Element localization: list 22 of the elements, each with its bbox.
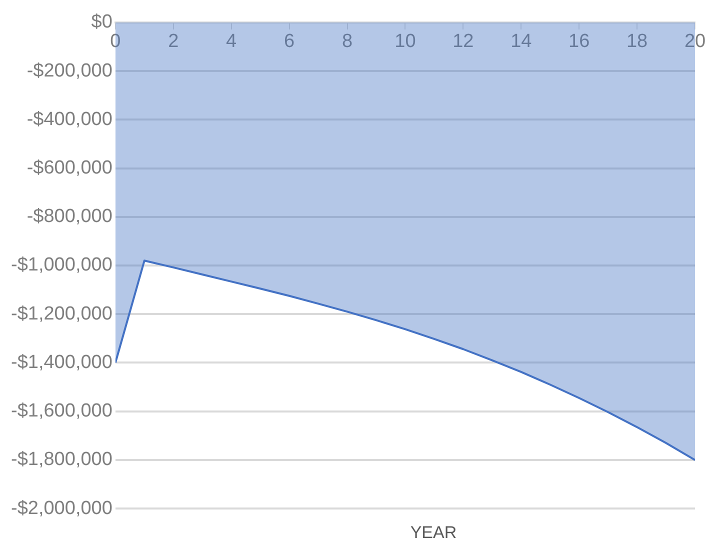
y-tick-label: -$1,600,000 — [11, 400, 112, 422]
x-tick-label: 14 — [510, 31, 532, 52]
y-tick-label: -$1,400,000 — [11, 352, 112, 373]
y-tick-label: $0 — [91, 12, 112, 33]
x-tick-label: 4 — [226, 31, 238, 52]
x-tick-label: 10 — [394, 31, 416, 52]
y-tick-label: -$800,000 — [26, 206, 112, 228]
x-tick-label: 18 — [626, 31, 648, 52]
y-tick-label: -$600,000 — [26, 157, 112, 178]
y-tick-label: -$200,000 — [26, 60, 112, 82]
y-tick-label: -$1,200,000 — [11, 303, 112, 324]
x-tick-label: 12 — [452, 31, 474, 52]
x-tick-label: 16 — [568, 31, 590, 52]
y-tick-label: -$2,000,000 — [11, 498, 112, 519]
y-tick-label: -$1,000,000 — [11, 254, 112, 276]
x-axis-title: YEAR — [409, 523, 458, 543]
y-tick-label: -$1,800,000 — [11, 449, 112, 470]
y-tick-label: -$400,000 — [26, 108, 112, 130]
x-tick-label: 2 — [168, 31, 179, 52]
x-tick-label: 6 — [284, 31, 295, 52]
x-tick-label: 0 — [110, 31, 121, 52]
x-tick-label: 8 — [342, 31, 353, 52]
